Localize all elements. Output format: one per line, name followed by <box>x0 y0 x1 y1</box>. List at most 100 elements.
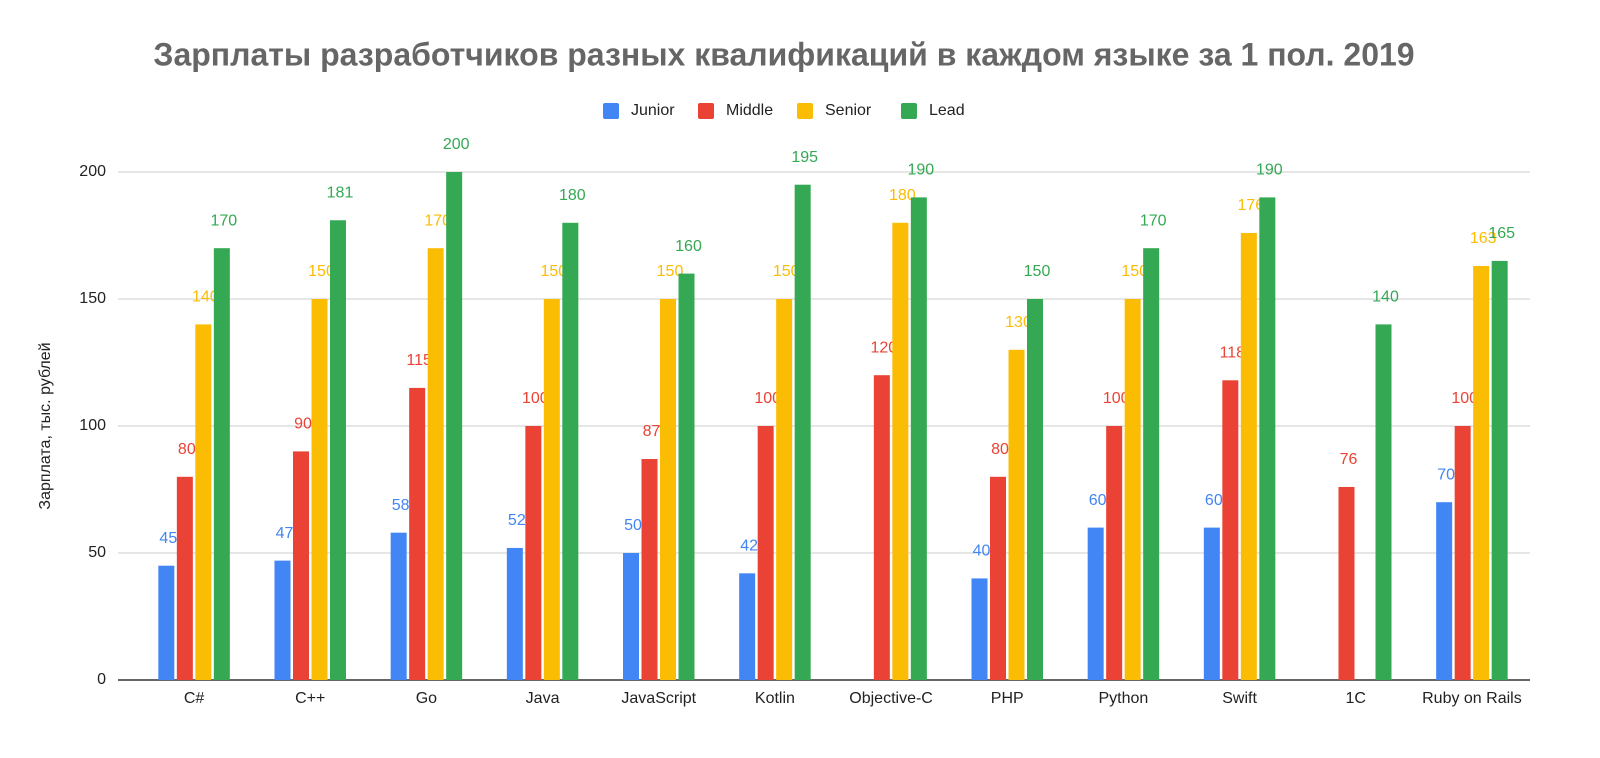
value-label: 80 <box>991 441 1009 458</box>
legend-swatch <box>901 103 917 119</box>
y-tick-label: 150 <box>79 290 106 307</box>
bar <box>910 197 927 680</box>
value-label: 180 <box>559 187 586 204</box>
bar <box>213 248 230 680</box>
x-tick-label: Java <box>526 690 560 707</box>
x-tick-label: C++ <box>295 690 325 707</box>
value-label: 180 <box>889 187 916 204</box>
bar <box>892 222 909 681</box>
x-tick-label: Python <box>1099 690 1149 707</box>
value-label: 150 <box>540 263 567 280</box>
value-label: 120 <box>870 339 897 356</box>
bar <box>971 578 988 680</box>
x-tick-label: 1C <box>1346 690 1366 707</box>
bar <box>1473 265 1490 680</box>
bar <box>1222 380 1239 680</box>
legend-swatch <box>698 103 714 119</box>
bar <box>990 476 1006 680</box>
value-label: 76 <box>1340 451 1358 468</box>
bar <box>1203 527 1220 680</box>
legend-label: Middle <box>726 102 773 119</box>
value-label: 45 <box>159 530 177 547</box>
value-label: 58 <box>392 497 410 514</box>
value-label: 70 <box>1437 466 1455 483</box>
bar <box>1436 502 1453 680</box>
bar <box>1338 486 1355 680</box>
bar <box>506 547 523 680</box>
bar <box>446 172 463 680</box>
value-label: 100 <box>1103 390 1130 407</box>
bar <box>1240 232 1257 680</box>
bar <box>1454 426 1471 680</box>
y-tick-label: 50 <box>88 544 106 561</box>
bar <box>562 222 579 681</box>
value-label: 150 <box>657 263 684 280</box>
y-tick-label: 0 <box>97 671 106 688</box>
value-label: 176 <box>1237 197 1264 214</box>
value-label: 150 <box>1024 263 1051 280</box>
value-label: 100 <box>754 390 781 407</box>
bar <box>1491 260 1508 680</box>
value-label: 100 <box>522 390 549 407</box>
bar <box>525 426 542 680</box>
value-label: 52 <box>508 512 526 529</box>
legend-swatch <box>797 103 813 119</box>
value-label: 150 <box>773 263 800 280</box>
x-tick-label: JavaScript <box>621 690 696 707</box>
bar <box>739 573 756 680</box>
bar <box>409 387 426 680</box>
bar <box>390 532 407 680</box>
bar <box>427 248 444 680</box>
x-tick-label: Objective-C <box>849 690 933 707</box>
value-label: 200 <box>443 136 470 153</box>
value-label: 181 <box>327 184 354 201</box>
value-label: 118 <box>1220 344 1246 361</box>
bar <box>293 451 309 680</box>
value-label: 160 <box>675 238 702 255</box>
value-label: 47 <box>276 525 294 542</box>
legend-label: Senior <box>825 102 872 119</box>
value-label: 60 <box>1205 492 1223 509</box>
bar <box>1087 527 1104 680</box>
value-label: 115 <box>406 352 432 369</box>
value-label: 140 <box>1372 289 1399 306</box>
bar <box>311 299 328 680</box>
bar <box>1375 324 1392 680</box>
value-label: 90 <box>294 416 312 433</box>
bar <box>1027 299 1043 680</box>
value-label: 190 <box>1256 162 1283 179</box>
bar <box>1106 426 1123 680</box>
value-label: 170 <box>424 212 451 229</box>
x-tick-label: Ruby on Rails <box>1422 690 1522 707</box>
bar <box>274 560 291 680</box>
bar <box>641 459 658 680</box>
bar <box>757 426 774 680</box>
bar <box>195 324 212 680</box>
bar <box>330 220 346 680</box>
value-label: 42 <box>740 538 758 555</box>
value-label: 130 <box>1005 314 1032 331</box>
value-label: 170 <box>1140 212 1167 229</box>
legend-swatch <box>603 103 619 119</box>
value-label: 165 <box>1488 225 1515 242</box>
value-label: 87 <box>643 423 661 440</box>
bar <box>776 299 793 680</box>
legend-label: Junior <box>631 102 675 119</box>
x-tick-label: Go <box>416 690 437 707</box>
value-label: 190 <box>907 162 934 179</box>
bar <box>543 299 560 680</box>
y-axis-label: Зарплата, тыс. рублей <box>37 342 54 509</box>
value-label: 195 <box>791 149 818 166</box>
value-label: 40 <box>973 543 991 560</box>
value-label: 150 <box>1121 263 1148 280</box>
value-label: 60 <box>1089 492 1107 509</box>
x-tick-label: Kotlin <box>755 690 795 707</box>
value-label: 100 <box>1451 390 1478 407</box>
bar <box>176 476 193 680</box>
bar <box>623 553 639 680</box>
x-tick-label: Swift <box>1222 690 1257 707</box>
value-label: 150 <box>308 263 335 280</box>
bar <box>660 299 676 680</box>
bar <box>1259 197 1276 680</box>
